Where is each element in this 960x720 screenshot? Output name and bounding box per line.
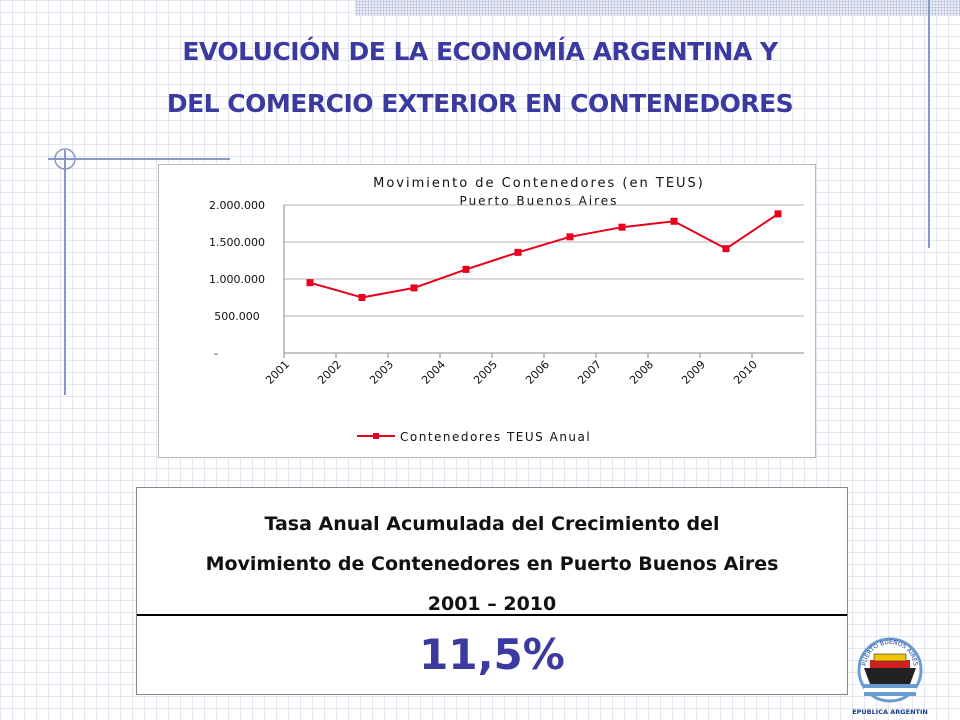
y-tick-label: 2.000.000 bbox=[209, 199, 265, 212]
chart-gridlines bbox=[284, 204, 804, 317]
page-title-line2: DEL COMERCIO EXTERIOR EN CONTENEDORES bbox=[166, 89, 794, 118]
growth-rate-box: Tasa Anual Acumulada del Crecimiento del… bbox=[136, 487, 848, 695]
x-tick-label: 2007 bbox=[575, 358, 604, 387]
growth-rate-caption: Tasa Anual Acumulada del Crecimiento del… bbox=[137, 488, 847, 616]
top-decorative-band bbox=[355, 0, 960, 16]
y-tick-label: 1.000.000 bbox=[209, 273, 265, 286]
data-point bbox=[462, 265, 470, 273]
chart-title: Movimiento de Contenedores (en TEUS) bbox=[373, 176, 705, 191]
y-tick-label: - bbox=[214, 347, 218, 360]
data-point bbox=[514, 248, 522, 256]
legend-entry: Contenedores TEUS Anual bbox=[400, 430, 591, 444]
legend-marker-swatch bbox=[373, 433, 379, 439]
y-tick-label: 1.500.000 bbox=[209, 236, 265, 249]
chart-legend: Contenedores TEUS Anual bbox=[357, 430, 591, 444]
data-point bbox=[358, 294, 366, 301]
x-tick-label: 2010 bbox=[731, 358, 760, 387]
container-movement-chart: Movimiento de Contenedores (en TEUS) Pue… bbox=[158, 164, 816, 458]
growth-rate-caption-line3: 2001 – 2010 bbox=[427, 593, 557, 615]
port-logo: PUERTO BUENOS AIRES REPUBLICA ARGENTINA bbox=[852, 637, 928, 716]
chart-y-ticks: - 500.000 1.000.000 1.500.000 2.000.000 bbox=[209, 199, 265, 360]
x-tick-label: 2008 bbox=[627, 358, 656, 387]
data-point bbox=[618, 223, 626, 231]
growth-rate-value: 11,5% bbox=[419, 630, 565, 679]
chart-subtitle: Puerto Buenos Aires bbox=[460, 194, 619, 208]
left-vertical-rule bbox=[64, 150, 66, 395]
page-title: EVOLUCIÓN DE LA ECONOMÍA ARGENTINA Y DEL… bbox=[100, 26, 860, 130]
x-tick-label: 2009 bbox=[679, 358, 708, 387]
x-tick-label: 2003 bbox=[367, 358, 396, 387]
growth-rate-caption-line2: Movimiento de Contenedores en Puerto Bue… bbox=[205, 553, 779, 575]
data-point bbox=[774, 210, 782, 218]
data-point bbox=[566, 233, 574, 241]
data-point bbox=[410, 284, 418, 292]
page-title-line1: EVOLUCIÓN DE LA ECONOMÍA ARGENTINA Y bbox=[182, 37, 778, 66]
data-point bbox=[722, 245, 730, 253]
x-tick-label: 2005 bbox=[471, 358, 500, 387]
x-tick-label: 2004 bbox=[419, 358, 448, 387]
logo-bottom-text: REPUBLICA ARGENTINA bbox=[852, 708, 928, 716]
left-horizontal-rule bbox=[48, 158, 230, 160]
chart-canvas: Movimiento de Contenedores (en TEUS) Pue… bbox=[209, 176, 804, 444]
chart-x-ticks: 2001 2002 2003 2004 2005 2006 2007 2008 2009 2010 bbox=[263, 353, 760, 387]
data-point bbox=[670, 217, 678, 225]
data-point bbox=[306, 279, 314, 287]
growth-rate-caption-line1: Tasa Anual Acumulada del Crecimiento del bbox=[264, 513, 720, 535]
y-tick-label: 500.000 bbox=[214, 310, 260, 323]
x-tick-label: 2001 bbox=[263, 358, 292, 387]
chart-series-points bbox=[306, 210, 782, 301]
right-vertical-rule bbox=[928, 0, 930, 248]
x-tick-label: 2006 bbox=[523, 358, 552, 387]
x-tick-label: 2002 bbox=[315, 358, 344, 387]
corner-circle-ornament bbox=[54, 148, 76, 170]
chart-series-line bbox=[309, 213, 779, 299]
